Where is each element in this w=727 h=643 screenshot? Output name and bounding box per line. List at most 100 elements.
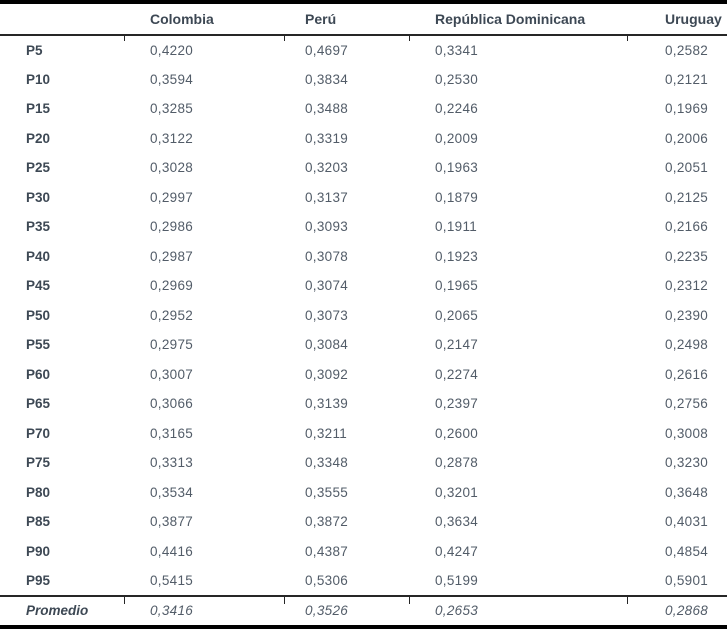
cell-value: 0,3007: [150, 366, 194, 382]
cell-value: 0,4247: [435, 543, 479, 559]
column-header-row-label: [0, 2, 125, 36]
cell-value: 0,2986: [150, 219, 194, 235]
cell-value: 0,2498: [665, 337, 709, 353]
column-header-peru: Perú: [285, 2, 410, 36]
cell-value: 0,3092: [305, 366, 349, 382]
column-boundary-tick: [409, 597, 410, 604]
header-row: Colombia Perú República Dominicana Uruguay: [0, 2, 727, 36]
cell-value: 0,3137: [305, 189, 349, 205]
column-boundary-tick: [124, 597, 125, 604]
cell-value: 0,2147: [435, 337, 479, 353]
row-label: P5: [26, 42, 43, 58]
row-label: P55: [26, 337, 51, 353]
cell-value: 0,3203: [305, 160, 349, 176]
cell-value: 0,2975: [150, 337, 194, 353]
table-row-p75: P75 0,3313 0,3348 0,2878 0,3230: [0, 448, 727, 478]
table-row-p30: P30 0,2997 0,3137 0,1879 0,2125: [0, 183, 727, 213]
cell-value: 0,3634: [435, 514, 479, 530]
cell-value: 0,1965: [435, 278, 479, 294]
row-label: P60: [26, 366, 51, 382]
cell-value: 0,3084: [305, 337, 349, 353]
cell-value: 0,5306: [305, 572, 349, 588]
percentile-table: Colombia Perú República Dominicana Uruguay …: [0, 0, 727, 629]
row-label: P40: [26, 248, 51, 264]
cell-value: 0,3319: [305, 130, 349, 146]
column-boundary-tick: [124, 34, 125, 41]
row-label: P65: [26, 396, 51, 412]
table-row-p15: P15 0,3285 0,3488 0,2246 0,1969: [0, 94, 727, 124]
cell-value: 0,2125: [665, 189, 709, 205]
footer-cell-value: 0,3526: [285, 594, 410, 627]
table-row-p80: P80 0,3534 0,3555 0,3201 0,3648: [0, 478, 727, 508]
cell-value: 0,2009: [435, 130, 479, 146]
cell-value: 0,3534: [150, 484, 194, 500]
cell-value: 0,3028: [150, 160, 194, 176]
cell-value: 0,3230: [665, 455, 709, 471]
cell-value: 0,3073: [305, 307, 349, 323]
cell-value: 0,3093: [305, 219, 349, 235]
cell-value: 0,2390: [665, 307, 709, 323]
cell-value: 0,3594: [150, 71, 194, 87]
cell-value: 0,3078: [305, 248, 349, 264]
row-label: P10: [26, 71, 51, 87]
table-row-p5: P5 0,4220 0,4697 0,3341 0,2582: [0, 35, 727, 65]
cell-value: 0,3074: [305, 278, 349, 294]
table-row-p40: P40 0,2987 0,3078 0,1923 0,2235: [0, 242, 727, 272]
cell-value: 0,3348: [305, 455, 349, 471]
row-label: P25: [26, 160, 51, 176]
cell-value: 0,2600: [435, 425, 479, 441]
row-label: P30: [26, 189, 51, 205]
cell-value: 0,4416: [150, 543, 194, 559]
footer-row: Promedio 0,3416 0,3526 0,2653 0,2868: [0, 594, 727, 627]
table-row-p20: P20 0,3122 0,3319 0,2009 0,2006: [0, 124, 727, 154]
cell-value: 0,2582: [665, 42, 709, 58]
cell-value: 0,4220: [150, 42, 194, 58]
table-row-p25: P25 0,3028 0,3203 0,1963 0,2051: [0, 153, 727, 183]
cell-value: 0,4697: [305, 42, 349, 58]
table-row-p35: P35 0,2986 0,3093 0,1911 0,2166: [0, 212, 727, 242]
footer-label: Promedio: [0, 594, 125, 627]
cell-value: 0,2051: [665, 160, 709, 176]
footer-cell-value: 0,2653: [410, 594, 628, 627]
cell-value: 0,3122: [150, 130, 194, 146]
cell-value: 0,3201: [435, 484, 479, 500]
cell-value: 0,2006: [665, 130, 709, 146]
cell-value: 0,3066: [150, 396, 194, 412]
cell-value: 0,3008: [665, 425, 709, 441]
cell-value: 0,2997: [150, 189, 194, 205]
cell-value: 0,2616: [665, 366, 709, 382]
row-label: P45: [26, 278, 51, 294]
cell-value: 0,1879: [435, 189, 479, 205]
table-row-p65: P65 0,3066 0,3139 0,2397 0,2756: [0, 389, 727, 419]
cell-value: 0,3488: [305, 101, 349, 117]
column-header-uruguay: Uruguay: [628, 2, 727, 36]
cell-value: 0,1969: [665, 101, 709, 117]
cell-value: 0,2878: [435, 455, 479, 471]
cell-value: 0,3341: [435, 42, 479, 58]
cell-value: 0,3139: [305, 396, 349, 412]
cell-value: 0,1923: [435, 248, 479, 264]
cell-value: 0,2166: [665, 219, 709, 235]
cell-value: 0,3834: [305, 71, 349, 87]
cell-value: 0,3165: [150, 425, 194, 441]
cell-value: 0,5415: [150, 572, 194, 588]
table-row-p55: P55 0,2975 0,3084 0,2147 0,2498: [0, 330, 727, 360]
cell-value: 0,4387: [305, 543, 349, 559]
table-row-p85: P85 0,3877 0,3872 0,3634 0,4031: [0, 507, 727, 537]
row-label: P35: [26, 219, 51, 235]
row-label: P95: [26, 572, 51, 588]
cell-value: 0,2969: [150, 278, 194, 294]
cell-value: 0,3555: [305, 484, 349, 500]
cell-value: 0,3648: [665, 484, 709, 500]
table-row-p10: P10 0,3594 0,3834 0,2530 0,2121: [0, 65, 727, 95]
cell-value: 0,4031: [665, 514, 709, 530]
footer-cell-value: 0,2868: [628, 594, 727, 627]
cell-value: 0,3313: [150, 455, 194, 471]
table-row-p45: P45 0,2969 0,3074 0,1965 0,2312: [0, 271, 727, 301]
cell-value: 0,3872: [305, 514, 349, 530]
table-row-p60: P60 0,3007 0,3092 0,2274 0,2616: [0, 360, 727, 390]
column-header-colombia: Colombia: [125, 2, 285, 36]
cell-value: 0,3877: [150, 514, 194, 530]
cell-value: 0,2756: [665, 396, 709, 412]
